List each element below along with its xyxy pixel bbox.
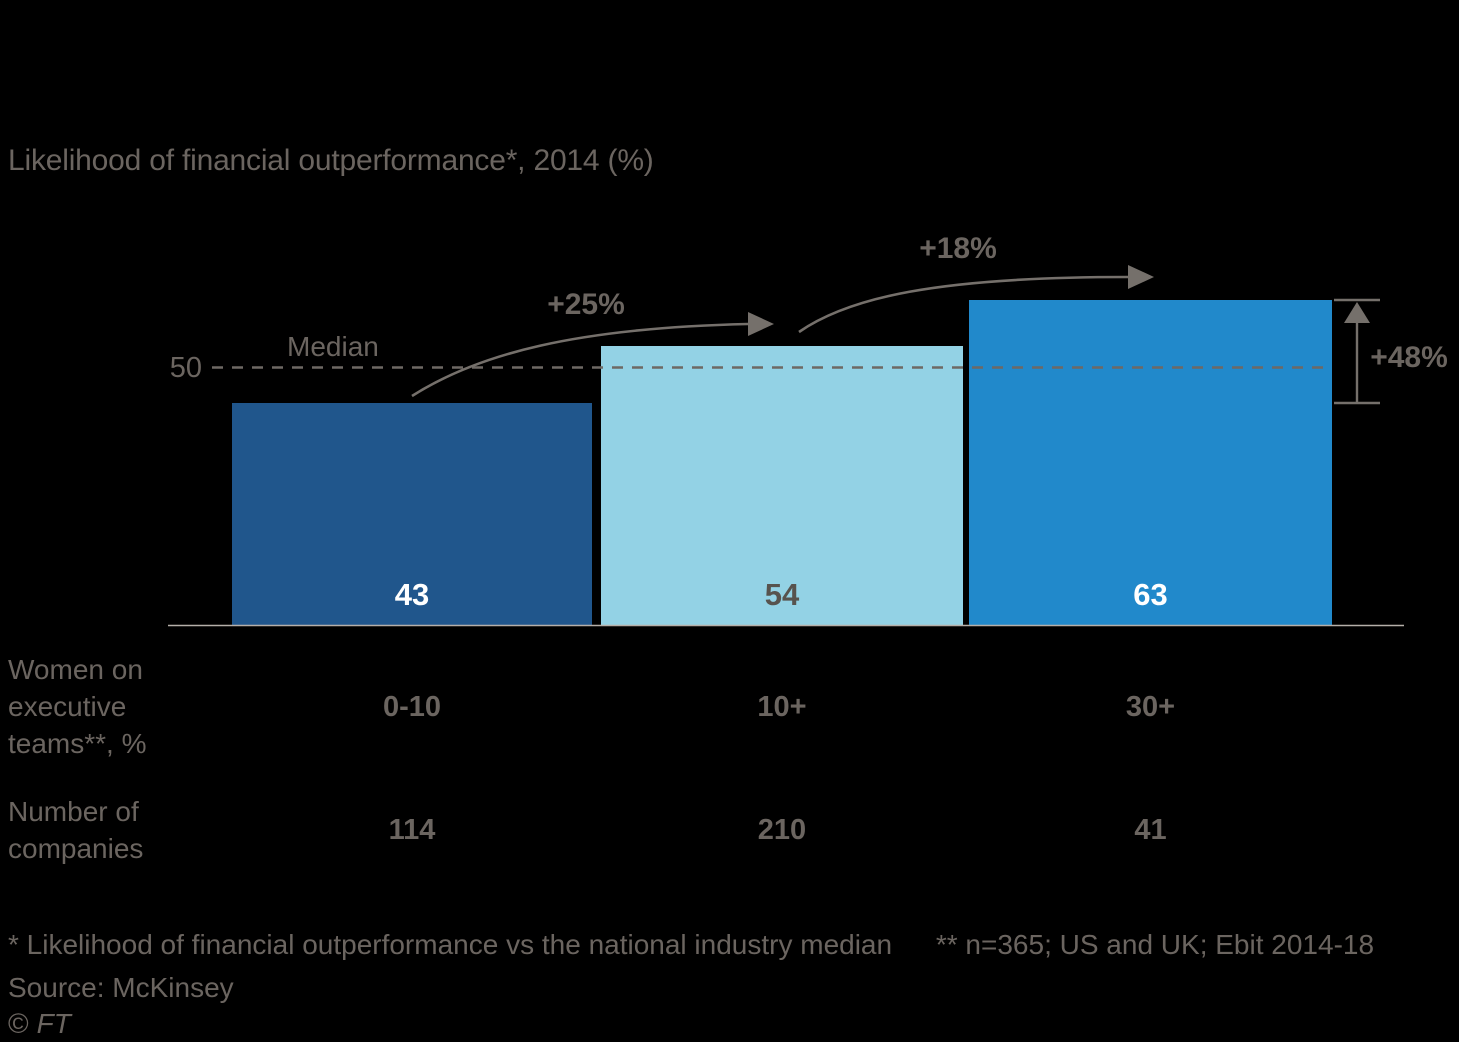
median-label: Median: [287, 330, 379, 362]
companies-row-label: Number of companies: [8, 796, 144, 864]
median-tick-50: 50: [169, 351, 202, 384]
bar-value: 63: [1133, 577, 1168, 612]
annotation-plus-48: +48%: [1370, 341, 1448, 374]
annotation-plus-18: +18%: [919, 232, 997, 265]
bar-0-10: 43: [232, 403, 592, 625]
x-axis-title: Women on executive teams**, %: [8, 654, 147, 759]
companies-value: 114: [388, 814, 436, 846]
copyright-line: © FT: [8, 1008, 71, 1040]
bar-value: 54: [764, 577, 800, 612]
footnote-asterisk: * Likelihood of financial outperformance…: [8, 929, 893, 960]
bar-value: 43: [394, 577, 430, 612]
source-line: Source: McKinsey: [8, 972, 234, 1003]
category-label: 0-10: [382, 691, 442, 723]
bar-10-plus: 54: [601, 346, 963, 625]
category-label: 10+: [757, 691, 807, 723]
bar-30-plus: 63: [969, 300, 1332, 625]
chart-title: Likelihood of financial outperformance*,…: [8, 144, 654, 177]
companies-value: 210: [757, 814, 807, 846]
footnotes: * Likelihood of financial outperformance…: [8, 929, 1374, 961]
copyright-ft: FT: [36, 1008, 71, 1039]
copyright-symbol: ©: [8, 1008, 29, 1039]
footnote-double-asterisk: ** n=365; US and UK; Ebit 2014-18: [935, 929, 1375, 960]
annotation-plus-25: +25%: [547, 288, 625, 321]
companies-value: 41: [1134, 814, 1167, 846]
category-label: 30+: [1125, 691, 1176, 723]
